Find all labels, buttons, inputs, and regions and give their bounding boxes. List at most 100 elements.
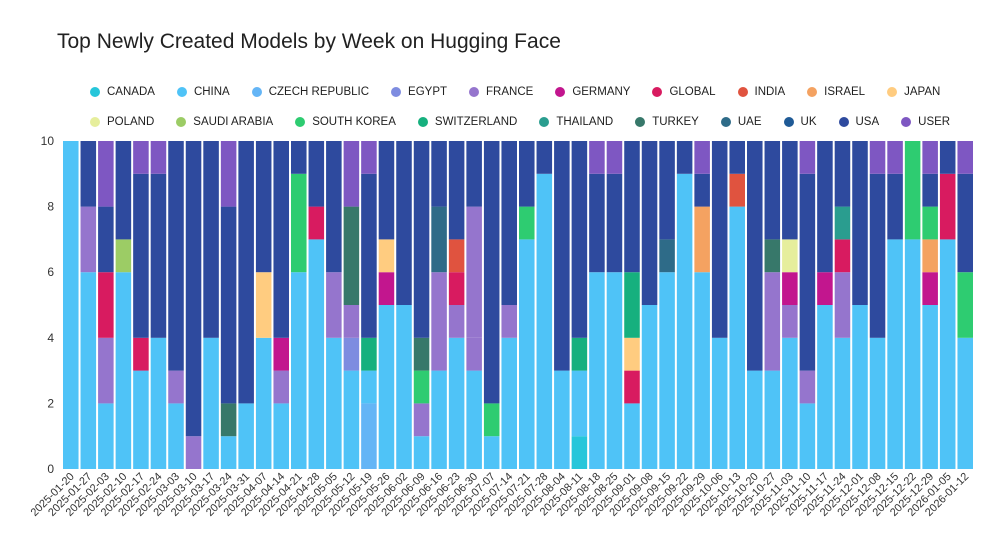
- legend-swatch: [90, 117, 100, 127]
- bar-segment-china: [361, 370, 377, 404]
- bar-segment-user: [361, 141, 377, 174]
- bar-segment-usa: [922, 173, 938, 207]
- legend-label: USA: [855, 116, 880, 128]
- bar-segment-india: [448, 239, 465, 273]
- bar-stack-2025-04-21: [291, 141, 307, 469]
- bar-segment-thailand: [834, 206, 851, 240]
- bar-segment-south-korea: [519, 206, 535, 240]
- bar-segment-usa: [676, 141, 693, 174]
- bar-segment-china: [273, 403, 289, 469]
- bar-segment-china: [291, 272, 307, 469]
- legend-label: EGYPT: [408, 86, 448, 98]
- bar-segment-usa: [852, 141, 868, 305]
- bar-segment-usa: [536, 141, 553, 174]
- bar-segment-france: [326, 272, 342, 338]
- bar-segment-france: [413, 403, 430, 437]
- bar-segment-china: [764, 370, 781, 469]
- bar-segment-china: [554, 370, 570, 469]
- legend-swatch: [90, 87, 100, 97]
- bar-stack-2025-05-05: [326, 141, 342, 469]
- bar-segment-usa: [133, 173, 149, 338]
- bar-segment-user: [98, 141, 114, 207]
- bar-segment-france: [273, 370, 289, 404]
- bar-segment-china: [659, 272, 675, 469]
- bar-segment-usa: [308, 141, 325, 207]
- legend-swatch: [901, 117, 912, 127]
- legend-label: TURKEY: [652, 116, 699, 128]
- bar-segment-usa: [747, 141, 763, 371]
- bar-stack-2025-05-12: [343, 141, 360, 469]
- bar-stack-2025-11-10: [799, 141, 816, 469]
- bar-segment-usa: [378, 141, 395, 240]
- bar-stack-2025-07-28: [536, 141, 553, 470]
- bar-segment-usa: [729, 141, 745, 174]
- bar-segment-usa: [939, 141, 956, 174]
- legend-item-usa: USA: [838, 116, 880, 128]
- bar-segment-user: [957, 141, 973, 174]
- bar-segment-china: [98, 403, 114, 469]
- bar-segment-france: [466, 337, 482, 371]
- bar-segment-france: [168, 370, 184, 404]
- y-tick-label: 4: [47, 331, 54, 345]
- legend-swatch: [539, 117, 550, 127]
- bar-segment-global: [133, 337, 149, 371]
- bar-stack-2025-04-28: [308, 141, 325, 469]
- bar-segment-france: [501, 305, 517, 338]
- legend-item-egypt: EGYPT: [391, 86, 447, 98]
- bar-segment-turkey: [220, 403, 237, 437]
- bar-stack-2025-08-04: [554, 141, 570, 469]
- legend-label: JAPAN: [904, 86, 941, 98]
- legend-swatch: [720, 117, 731, 127]
- legend-label: USER: [918, 116, 951, 128]
- bar-segment-china: [904, 239, 921, 469]
- bar-segment-china: [80, 272, 97, 469]
- legend-item-global: GLOBAL: [652, 86, 716, 98]
- bar-segment-india: [729, 173, 745, 207]
- bar-stack-2025-12-01: [852, 141, 868, 469]
- bar-segment-user: [606, 141, 623, 174]
- bar-segment-user: [220, 141, 237, 207]
- legend-item-canada: CANADA: [90, 86, 155, 98]
- bar-segment-user: [922, 141, 938, 174]
- legend-swatch: [838, 117, 849, 127]
- bar-segment-france: [764, 272, 781, 371]
- bar-stack-2025-03-10: [185, 141, 202, 469]
- bar-stack-2025-05-26: [378, 141, 395, 469]
- bar-stack-2025-04-07: [255, 141, 272, 469]
- legend-swatch: [469, 87, 480, 97]
- bar-segment-poland: [782, 239, 798, 273]
- bar-stack-2025-09-08: [641, 141, 658, 469]
- bar-segment-switzerland: [571, 337, 588, 371]
- bar-stack-2025-07-21: [519, 141, 535, 469]
- bar-segment-israel: [922, 239, 938, 273]
- bar-segment-china: [852, 305, 868, 469]
- bar-segment-user: [799, 141, 816, 174]
- bar-segment-switzerland: [361, 337, 377, 371]
- legend-label: SAUDI ARABIA: [193, 116, 274, 128]
- bar-segment-usa: [431, 141, 447, 207]
- bar-segment-usa: [799, 173, 816, 371]
- bar-segment-south-korea: [957, 272, 973, 338]
- bar-segment-usa: [887, 173, 903, 240]
- bar-segment-global: [308, 206, 325, 240]
- bar-segment-usa: [483, 141, 500, 404]
- bar-segment-usa: [571, 141, 588, 338]
- bar-segment-south-korea: [483, 403, 500, 437]
- bar-segment-china: [729, 206, 745, 469]
- bar-segment-china: [431, 370, 447, 469]
- legend-label: SWITZERLAND: [434, 116, 518, 128]
- bar-segment-china: [922, 305, 938, 469]
- legend: CANADA CHINA CZECH REPUBLIC EGYPT FRANCE GERM…: [90, 77, 970, 137]
- bar-segment-usa: [273, 141, 289, 338]
- bar-stack-2025-06-09: [413, 141, 430, 469]
- bar-segment-usa: [413, 141, 430, 338]
- bar-segment-usa: [834, 141, 851, 207]
- bar-segment-usa: [711, 141, 728, 338]
- bar-segment-south-korea: [922, 206, 938, 240]
- bar-segment-france: [80, 206, 97, 273]
- bar-segment-saudi-arabia: [115, 239, 132, 273]
- bar-segment-france: [431, 272, 447, 371]
- bar-segment-china: [694, 272, 710, 469]
- legend-swatch: [635, 117, 646, 127]
